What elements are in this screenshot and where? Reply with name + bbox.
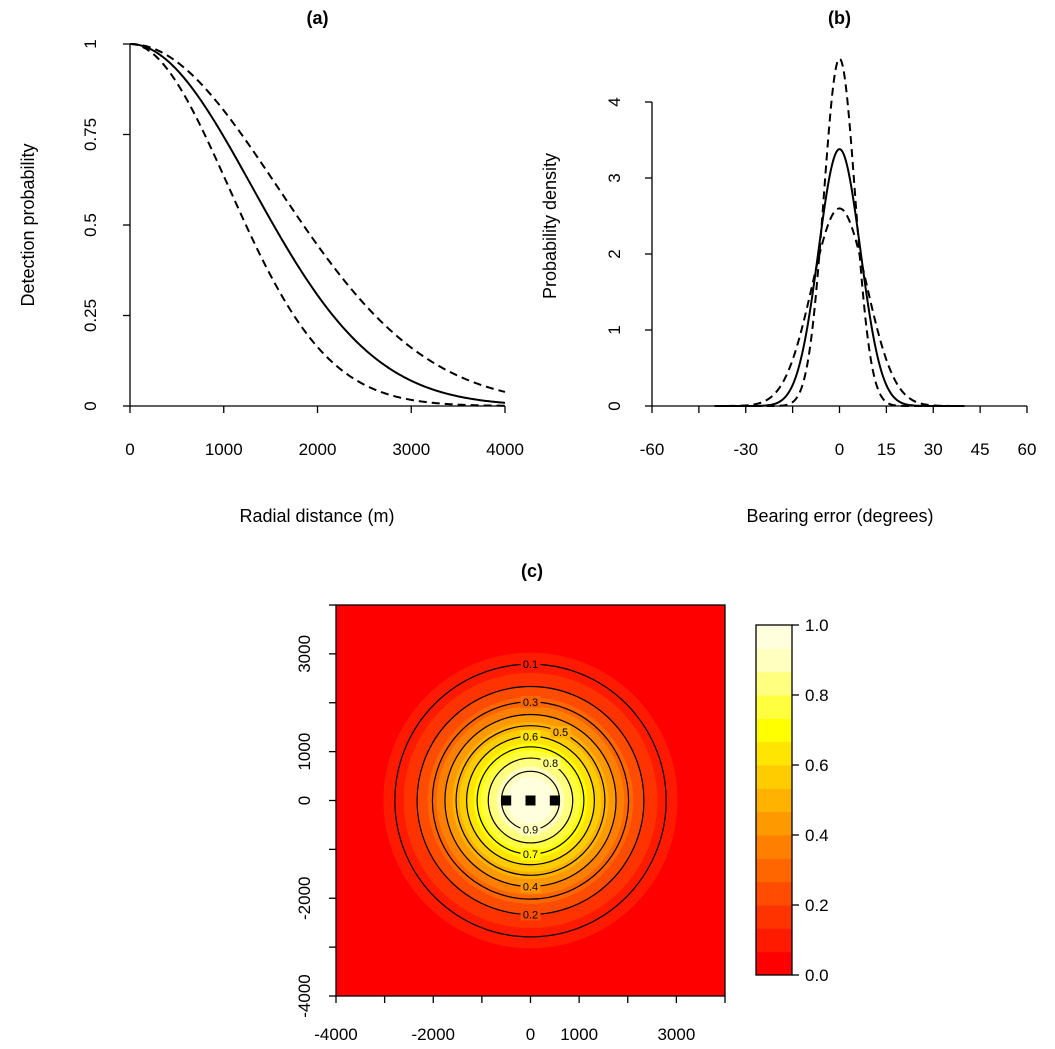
x-tick-label: 45	[971, 440, 990, 459]
series-1-line	[714, 57, 965, 407]
y-tick-label: 0	[295, 796, 314, 805]
contour-label-bg	[520, 848, 541, 861]
x-tick-label: 30	[924, 440, 943, 459]
panel-title: (b)	[828, 8, 851, 28]
panel-a-detection-function: 0 1000 2000 3000 4000 0 0.25 0.5 0.75 1 (a) Radial …	[18, 8, 524, 526]
contour-label-bg	[540, 757, 561, 770]
panel-c-detection-surface: 0.1 0.3 0.5 0.6 0.8 0.9 0.7 0.4 0.2 -4000 -2000 0 10…	[295, 561, 829, 1044]
colorbar-band-9	[756, 741, 792, 766]
y-tick-label: 4	[605, 97, 624, 106]
x-tick-label: -2000	[412, 1025, 455, 1044]
panel-title: (a)	[307, 8, 329, 28]
contour-label-bg	[550, 726, 571, 739]
colorbar-band-7	[756, 788, 792, 813]
colorbar-band-8	[756, 765, 792, 789]
x-tick-label: -4000	[314, 1025, 357, 1044]
contour-label-bg	[520, 658, 541, 671]
contour-label: 0.9	[523, 825, 538, 837]
x-tick-label: 2000	[299, 440, 337, 459]
series-2-line	[129, 43, 506, 393]
colorbar-band-10	[756, 718, 792, 743]
panel-b-bearing-error: -60 -30 0 15 30 45 60 0 1 2 3 4 (b) Bearing error (de…	[540, 8, 1036, 526]
colorbar-band-13	[756, 648, 792, 673]
x-axis-title: Bearing error (degrees)	[746, 506, 933, 526]
y-tick-label: 0	[81, 401, 100, 410]
contour-0.5	[455, 725, 606, 876]
series-0-line	[714, 148, 965, 407]
y-tick-label: 1000	[295, 733, 314, 771]
colorbar-tick-label: 1.0	[805, 616, 829, 635]
colorbar-band-3	[756, 881, 792, 906]
contour-label-bg	[520, 730, 541, 743]
colorbar-frame	[755, 624, 793, 976]
detector-2	[549, 795, 560, 806]
colorbar-band-11	[756, 695, 792, 719]
series-1-line	[129, 43, 506, 407]
contour-label: 0.2	[523, 909, 538, 921]
x-tick-label: 3000	[392, 440, 430, 459]
colorbar-tick-label: 0.2	[805, 896, 829, 915]
contour-label-bg	[520, 880, 541, 893]
contour-label: 0.1	[523, 659, 538, 671]
contour-label: 0.7	[523, 849, 538, 861]
contour-label: 0.5	[553, 727, 568, 739]
axis-lines	[651, 102, 1027, 407]
y-tick-label: 0	[605, 401, 624, 410]
y-tick-label: 0.25	[81, 299, 100, 332]
x-tick-label: 1000	[560, 1025, 598, 1044]
colorbar-tick-label: 0.6	[805, 756, 829, 775]
x-tick-label: -30	[733, 440, 758, 459]
contour-label: 0.3	[523, 697, 538, 709]
y-tick-label: 2	[605, 249, 624, 258]
contour-label: 0.8	[543, 758, 558, 770]
x-tick-label: -60	[640, 440, 665, 459]
y-tick-label: 1	[605, 325, 624, 334]
series-0-line	[129, 43, 506, 404]
x-tick-label: 0	[835, 440, 844, 459]
panel-title: (c)	[521, 561, 543, 581]
colorbar-tick-label: 0.0	[805, 966, 829, 985]
y-tick-label: 3	[605, 173, 624, 182]
y-tick-label: -4000	[295, 974, 314, 1017]
y-tick-label: 1	[81, 39, 100, 48]
y-tick-label: -2000	[295, 877, 314, 920]
contour-label-bg	[520, 695, 541, 708]
x-axis-title: Radial distance (m)	[239, 506, 394, 526]
colorbar-band-5	[756, 835, 792, 859]
colorbar-tick-label: 0.8	[805, 686, 829, 705]
colorbar-band-4	[756, 858, 792, 883]
detector-0	[501, 795, 512, 806]
x-tick-label: 60	[1018, 440, 1037, 459]
y-tick-label: 0.5	[81, 213, 100, 237]
colorbar-band-12	[756, 671, 792, 696]
x-tick-label: 1000	[205, 440, 243, 459]
y-axis-title: Probability density	[540, 153, 560, 299]
colorbar-band-14	[756, 625, 792, 649]
y-axis-title: Detection probability	[18, 143, 38, 306]
colorbar-band-0	[756, 951, 792, 976]
x-tick-label: 3000	[657, 1025, 695, 1044]
colorbar-tick-label: 0.4	[805, 826, 829, 845]
series-2-line	[714, 207, 965, 407]
x-tick-label: 0	[526, 1025, 535, 1044]
contour-label: 0.4	[523, 882, 538, 894]
contour-0.8	[487, 757, 574, 844]
contour-label-bg	[520, 823, 541, 836]
colorbar-band-6	[756, 811, 792, 836]
y-tick-label: 0.75	[81, 118, 100, 151]
contour-label-bg	[520, 908, 541, 921]
detector-1	[525, 795, 536, 806]
y-tick-label: 3000	[295, 635, 314, 673]
x-tick-label: 15	[877, 440, 896, 459]
colorbar-band-2	[756, 905, 792, 929]
x-tick-label: 0	[125, 440, 134, 459]
contour-label: 0.6	[523, 731, 538, 743]
colorbar: 0.0 0.2 0.4 0.6 0.8 1.0	[755, 616, 829, 985]
x-tick-label: 4000	[486, 440, 524, 459]
colorbar-band-1	[756, 928, 792, 953]
